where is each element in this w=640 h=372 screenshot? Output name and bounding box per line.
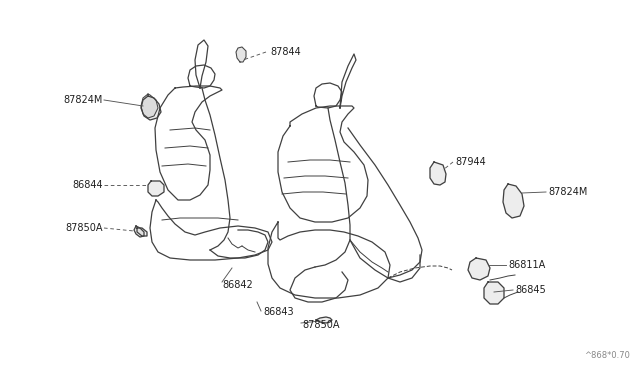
Text: 87850A: 87850A (65, 223, 103, 233)
Polygon shape (134, 226, 144, 237)
Text: 87844: 87844 (270, 47, 301, 57)
Polygon shape (316, 317, 332, 323)
Text: 86843: 86843 (263, 307, 294, 317)
Polygon shape (430, 162, 446, 185)
Text: 87824M: 87824M (548, 187, 588, 197)
Polygon shape (484, 282, 504, 304)
Text: 87850A: 87850A (302, 320, 339, 330)
Text: 86845: 86845 (515, 285, 546, 295)
Polygon shape (468, 258, 490, 280)
Polygon shape (141, 94, 158, 118)
Text: 86842: 86842 (222, 280, 253, 290)
Polygon shape (141, 96, 161, 120)
Text: 87824M: 87824M (63, 95, 103, 105)
Polygon shape (137, 228, 147, 236)
Polygon shape (236, 47, 246, 62)
Text: 87944: 87944 (455, 157, 486, 167)
Text: 86811A: 86811A (508, 260, 545, 270)
Polygon shape (148, 181, 164, 196)
Text: 86844: 86844 (72, 180, 103, 190)
Text: ^868*0.70: ^868*0.70 (584, 351, 630, 360)
Polygon shape (503, 184, 524, 218)
